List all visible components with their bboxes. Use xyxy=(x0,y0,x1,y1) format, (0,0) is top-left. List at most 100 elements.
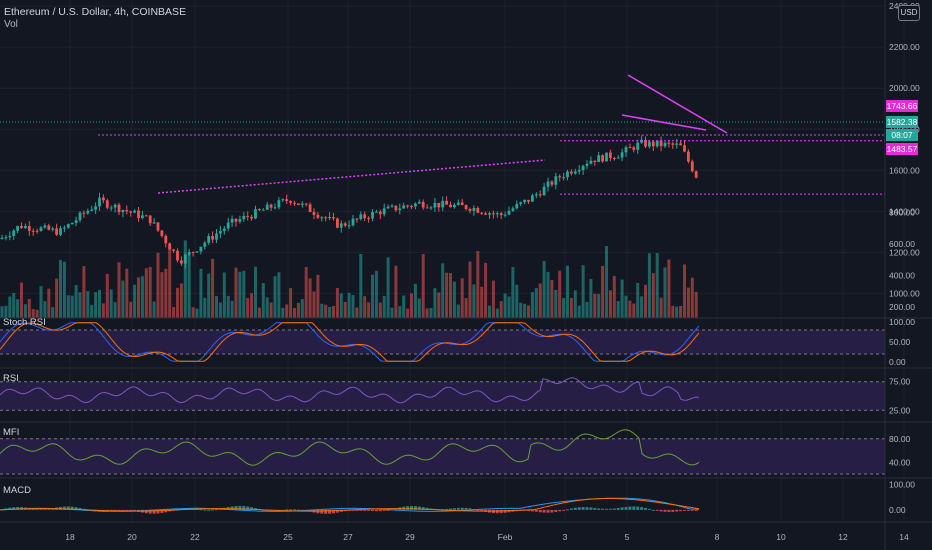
volume-bar xyxy=(495,308,499,318)
macd-histogram-bar xyxy=(66,506,70,510)
volume-bar xyxy=(101,303,105,318)
time-tick-label: 14 xyxy=(899,532,909,542)
candle-body xyxy=(265,204,269,210)
volume-bar xyxy=(476,251,480,318)
candle-body xyxy=(402,205,406,209)
candle-body xyxy=(35,230,39,232)
volume-bar xyxy=(172,307,176,318)
volume-bar xyxy=(386,257,390,318)
volume-bar xyxy=(179,283,183,318)
candle-body xyxy=(577,170,581,172)
volume-bar xyxy=(624,295,628,318)
candle-body xyxy=(659,140,663,147)
candle-body xyxy=(441,200,445,208)
volume-bar xyxy=(406,308,410,318)
macd-histogram-bar xyxy=(293,509,296,511)
macd-histogram-bar xyxy=(562,509,566,511)
volume-bar xyxy=(605,246,608,318)
volume-bar xyxy=(285,304,289,318)
rsi-label[interactable]: RSI xyxy=(3,373,19,384)
volume-bar xyxy=(593,293,597,318)
macd-histogram-bar xyxy=(371,509,374,512)
time-tick-label: Feb xyxy=(498,532,513,542)
candle-body xyxy=(355,218,359,220)
candle-body xyxy=(593,160,597,163)
volume-bar xyxy=(359,253,363,318)
macd-histogram-bar xyxy=(632,506,636,510)
macd-histogram-bar xyxy=(597,508,601,510)
volume-bar xyxy=(137,277,140,318)
macd-histogram-bar xyxy=(78,507,82,510)
candle-body xyxy=(70,222,74,225)
macd-histogram-bar xyxy=(335,509,339,513)
candle-body xyxy=(534,194,538,196)
stoch-rsi-label[interactable]: Stoch RSI xyxy=(3,317,46,328)
mfi-label[interactable]: MFI xyxy=(3,427,20,438)
volume-bar xyxy=(644,284,647,318)
volume-bar xyxy=(160,272,164,318)
time-tick-label: 29 xyxy=(405,532,415,542)
candle-body xyxy=(312,211,316,215)
macd-histogram-bar xyxy=(246,506,250,510)
candle-body xyxy=(445,200,448,205)
candle-body xyxy=(417,201,421,204)
volume-legend: Vol xyxy=(4,19,18,30)
volume-bar xyxy=(55,278,59,318)
macd-histogram-bar xyxy=(215,509,218,511)
candle-body xyxy=(573,171,577,174)
macd-label[interactable]: MACD xyxy=(3,485,31,496)
volume-bar xyxy=(472,284,476,318)
volume-bar xyxy=(581,265,585,318)
candle-body xyxy=(277,200,281,208)
candle-body xyxy=(121,209,125,213)
macd-histogram-bar xyxy=(499,509,503,514)
macd-histogram-bar xyxy=(339,509,343,512)
candle-body xyxy=(566,171,569,178)
volume-bar xyxy=(257,307,261,318)
candle-body xyxy=(476,208,480,213)
volume-bar xyxy=(628,300,632,318)
volume-bar xyxy=(659,297,663,318)
volume-bar xyxy=(371,274,374,318)
macd-histogram-bar xyxy=(558,509,562,512)
macd-histogram-bar xyxy=(667,509,671,512)
volume-bar xyxy=(655,252,659,318)
volume-bar xyxy=(273,276,277,318)
volume-bar xyxy=(671,305,675,318)
candle-body xyxy=(472,208,476,211)
mfi-tick-label: 40.00 xyxy=(889,457,911,467)
candle-body xyxy=(27,226,31,231)
macd-histogram-bar xyxy=(328,509,332,514)
candle-body xyxy=(176,250,179,261)
stoch-k-line xyxy=(0,322,700,362)
candle-body xyxy=(683,145,686,152)
candle-body xyxy=(211,236,214,240)
macd-histogram-bar xyxy=(125,509,129,511)
candle-body xyxy=(137,210,140,219)
volume-bar xyxy=(503,293,507,318)
macd-histogram-bar xyxy=(612,508,616,510)
volume-bar xyxy=(168,246,172,318)
volume-bar xyxy=(449,273,452,318)
candle-body xyxy=(316,214,320,218)
volume-bar xyxy=(577,305,581,318)
volume-bar xyxy=(144,268,148,318)
macd-histogram-bar xyxy=(421,507,425,510)
currency-button[interactable]: USD xyxy=(898,5,920,21)
candle-body xyxy=(382,208,386,215)
candle-body xyxy=(59,228,62,235)
volume-bar xyxy=(343,301,347,318)
macd-histogram-bar xyxy=(659,509,663,512)
macd-histogram-bar xyxy=(242,506,246,510)
candle-body xyxy=(570,171,573,174)
macd-histogram-bar xyxy=(332,509,335,514)
volume-bar xyxy=(538,283,542,318)
candle-body xyxy=(74,220,78,223)
volume-bar xyxy=(70,295,74,318)
volume-tick-label: 800.00 xyxy=(889,208,915,218)
candle-body xyxy=(187,251,191,255)
candle-body xyxy=(651,141,655,147)
macd-histogram-bar xyxy=(636,506,640,510)
macd-histogram-bar xyxy=(452,508,456,510)
